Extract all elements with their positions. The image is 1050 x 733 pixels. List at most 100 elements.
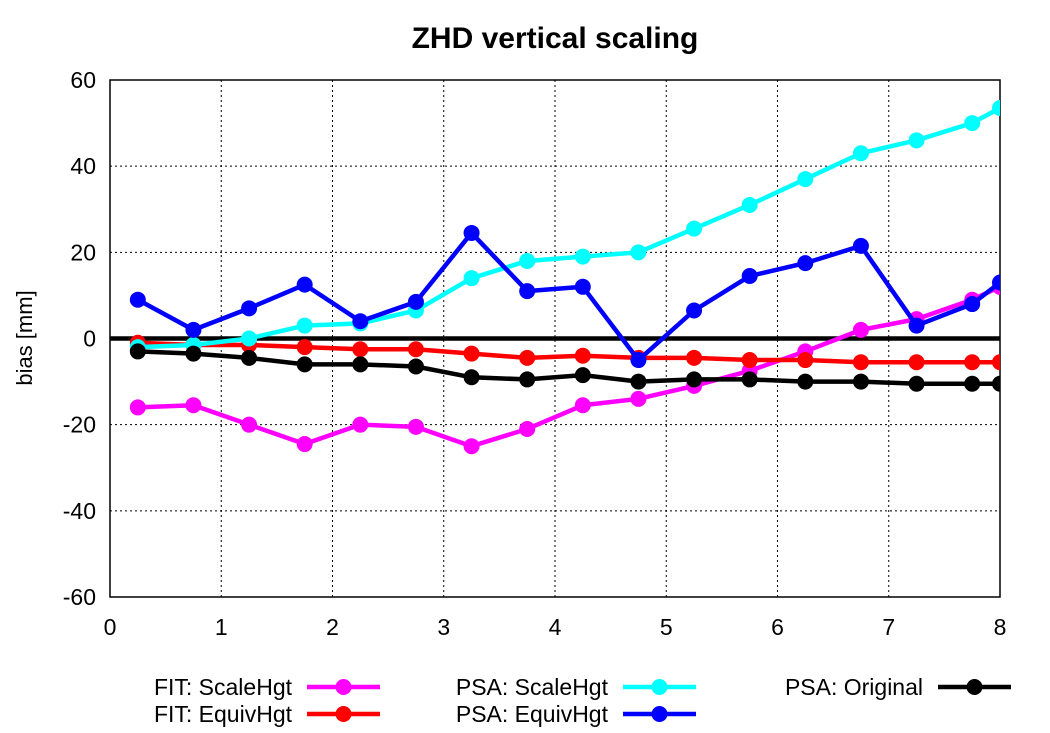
data-point <box>129 343 146 360</box>
x-tick-label: 5 <box>660 614 673 640</box>
legend-entry: FIT: ScaleHgt <box>154 674 380 700</box>
data-point <box>463 369 480 386</box>
legend-marker <box>966 679 983 695</box>
data-point <box>992 274 1000 291</box>
data-point <box>630 244 647 261</box>
x-tick-label: 2 <box>326 614 339 640</box>
y-tick-label: -60 <box>63 584 96 610</box>
data-point <box>519 371 536 388</box>
y-tick-label: 0 <box>83 326 96 352</box>
data-point <box>574 397 591 414</box>
data-point <box>574 248 591 265</box>
data-point <box>352 341 369 358</box>
data-point <box>741 371 758 388</box>
data-point <box>574 367 591 384</box>
chart-title: ZHD vertical scaling <box>412 22 699 55</box>
legend-entry: FIT: EquivHgt <box>154 701 380 727</box>
data-point <box>129 399 146 416</box>
data-point <box>630 352 647 369</box>
data-point <box>852 321 869 338</box>
data-point <box>574 347 591 364</box>
data-point <box>296 317 313 334</box>
data-point <box>908 375 925 392</box>
legend-entry: PSA: ScaleHgt <box>456 674 696 700</box>
data-point <box>797 352 814 369</box>
legend-label: PSA: ScaleHgt <box>456 674 609 700</box>
y-tick-label: 60 <box>70 67 96 93</box>
legend-marker <box>651 706 668 722</box>
axes: 0 1 2 3 4 5 6 7 8 -60 -40 -20 0 20 40 60 <box>63 67 1007 640</box>
data-point <box>686 302 703 319</box>
data-point <box>185 321 202 338</box>
data-point <box>852 354 869 371</box>
data-point <box>519 349 536 366</box>
legend-marker <box>651 679 668 695</box>
x-tick-label: 4 <box>549 614 562 640</box>
data-point <box>129 291 146 308</box>
series-psa-scalehgt <box>129 100 1000 356</box>
data-point <box>852 237 869 254</box>
data-point <box>852 373 869 390</box>
x-tick-label: 8 <box>994 614 1007 640</box>
data-point <box>241 349 258 366</box>
data-point <box>407 293 424 310</box>
data-point <box>908 317 925 334</box>
data-point <box>797 171 814 188</box>
data-point <box>630 373 647 390</box>
legend-label: FIT: ScaleHgt <box>154 674 293 700</box>
x-tick-label: 3 <box>437 614 450 640</box>
x-tick-label: 0 <box>104 614 117 640</box>
data-point <box>352 416 369 433</box>
data-point <box>992 354 1000 371</box>
data-point <box>407 418 424 435</box>
data-point <box>296 276 313 293</box>
data-point <box>463 438 480 455</box>
data-point <box>797 255 814 272</box>
data-point <box>407 341 424 358</box>
data-point <box>964 115 981 132</box>
legend-marker <box>335 679 352 695</box>
data-point <box>686 371 703 388</box>
y-tick-label: -40 <box>63 498 96 524</box>
data-point <box>463 224 480 241</box>
legend-label: PSA: Original <box>785 674 923 700</box>
data-point <box>741 196 758 213</box>
data-point <box>463 270 480 287</box>
y-tick-label: 40 <box>70 153 96 179</box>
legend-label: PSA: EquivHgt <box>456 701 609 727</box>
data-point <box>296 339 313 356</box>
data-point <box>852 145 869 162</box>
data-point <box>407 358 424 375</box>
data-point <box>463 345 480 362</box>
x-tick-label: 6 <box>771 614 784 640</box>
data-point <box>352 356 369 373</box>
legend-entry: PSA: Original <box>785 674 1011 700</box>
data-point <box>574 278 591 295</box>
data-point <box>992 100 1000 117</box>
data-point <box>741 352 758 369</box>
data-point <box>296 356 313 373</box>
data-point <box>964 375 981 392</box>
series-psa-equivhgt <box>129 224 1000 369</box>
data-point <box>964 354 981 371</box>
data-point <box>964 296 981 313</box>
data-point <box>241 416 258 433</box>
series-psa-original <box>129 343 1000 392</box>
data-point <box>630 390 647 407</box>
data-point <box>185 345 202 362</box>
data-point <box>686 220 703 237</box>
data-point <box>185 397 202 414</box>
data-point <box>908 132 925 149</box>
data-point <box>992 375 1000 392</box>
y-tick-label: -20 <box>63 412 96 438</box>
data-point <box>519 420 536 437</box>
data-point <box>686 349 703 366</box>
data-point <box>519 252 536 269</box>
data-point <box>908 354 925 371</box>
data-point <box>797 373 814 390</box>
x-tick-label: 7 <box>882 614 895 640</box>
data-point <box>519 283 536 300</box>
y-tick-label: 20 <box>70 239 96 265</box>
